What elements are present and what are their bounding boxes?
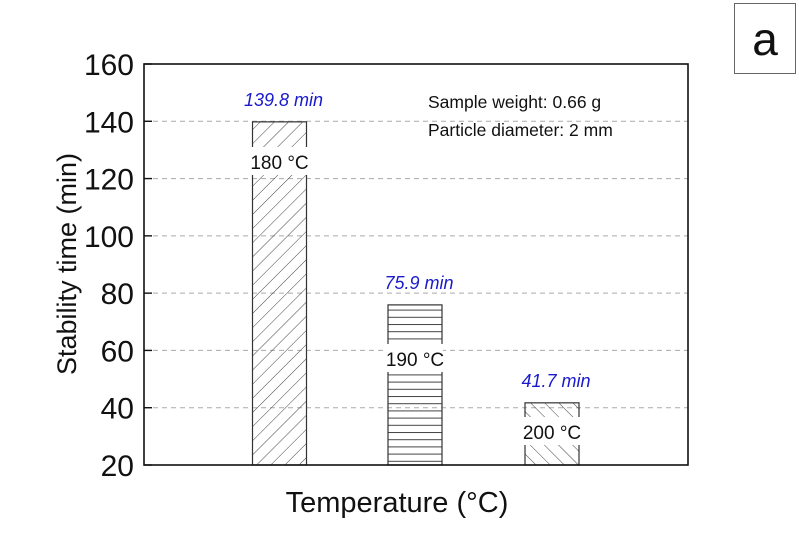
- y-tick-label: 120: [84, 164, 134, 197]
- bar-value-label: 75.9 min: [384, 273, 453, 293]
- y-tick-label: 100: [84, 221, 134, 254]
- y-tick-label: 80: [101, 278, 134, 311]
- panel-label: a: [734, 3, 796, 74]
- bar-category-label: 180 °C: [250, 153, 308, 174]
- bar-value-label: 139.8 min: [244, 90, 323, 110]
- bar-value-label: 41.7 min: [521, 371, 590, 391]
- y-tick-label: 160: [84, 49, 134, 82]
- bar-label-gap: [524, 417, 580, 445]
- x-axis-label: Temperature (°C): [286, 487, 509, 519]
- y-tick-label: 140: [84, 106, 134, 139]
- y-tick-label: 40: [101, 393, 134, 426]
- plot-frame: [143, 63, 689, 466]
- bar-label-gap: [387, 344, 443, 372]
- annotation-text: Sample weight: 0.66 g: [428, 92, 601, 112]
- y-axis-label: Stability time (min): [52, 153, 82, 375]
- annotations: Sample weight: 0.66 g Particle diameter: …: [428, 92, 613, 140]
- bars: [251, 121, 580, 466]
- value-labels: 180 °C 139.8 min 190 °C 75.9 min 200 °C 41.7 …: [244, 90, 591, 444]
- bar-category-label: 200 °C: [523, 423, 581, 444]
- gridlines: [144, 120, 688, 409]
- y-axis: 20 40 60 80 100 120 140 160: [84, 49, 152, 483]
- bar-category-label: 190 °C: [386, 350, 444, 371]
- y-tick-label: 60: [101, 335, 134, 368]
- bar: [387, 304, 443, 466]
- y-tick-label: 20: [101, 450, 134, 483]
- bar-label-gap: [251, 147, 308, 175]
- annotation-text: Particle diameter: 2 mm: [428, 120, 613, 140]
